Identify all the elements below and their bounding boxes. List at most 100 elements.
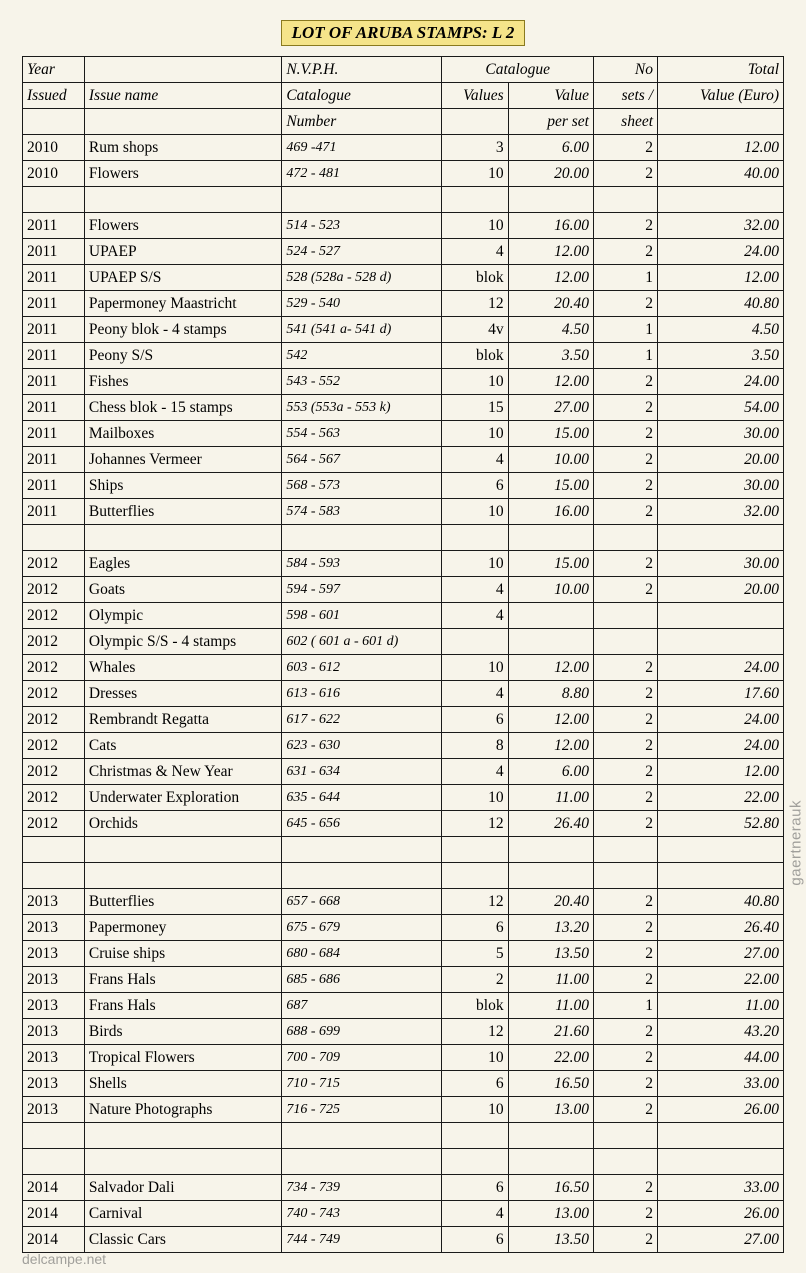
cell-total: 24.00 (658, 733, 784, 759)
cell-blank (84, 187, 281, 213)
table-row: 2011Ships568 - 573615.00230.00 (23, 473, 784, 499)
cell-sets: 2 (593, 499, 657, 525)
table-row: 2012Olympic598 - 6014 (23, 603, 784, 629)
table-row: 2012Orchids645 - 6561226.40252.80 (23, 811, 784, 837)
cell-name: Olympic (84, 603, 281, 629)
cell-name: Butterflies (84, 499, 281, 525)
cell-catalogue: 584 - 593 (282, 551, 442, 577)
cell-name: Rum shops (84, 135, 281, 161)
cell-name: Peony blok - 4 stamps (84, 317, 281, 343)
col-issuename: Issue name (84, 83, 281, 109)
cell-blank (658, 1123, 784, 1149)
cell-year: 2013 (23, 915, 85, 941)
cell-year: 2011 (23, 473, 85, 499)
cell-total: 26.00 (658, 1201, 784, 1227)
cell-values: 6 (442, 1071, 508, 1097)
cell-total: 17.60 (658, 681, 784, 707)
cell-name: Whales (84, 655, 281, 681)
cell-catalogue: 528 (528a - 528 d) (282, 265, 442, 291)
cell-sets: 2 (593, 889, 657, 915)
header-row-3: Numberper setsheet (23, 109, 784, 135)
cell-blank (658, 863, 784, 889)
cell-values: blok (442, 343, 508, 369)
table-row: 2012Christmas & New Year631 - 63446.0021… (23, 759, 784, 785)
cell-values: 10 (442, 1045, 508, 1071)
cell-sets: 2 (593, 161, 657, 187)
cell-blank (442, 525, 508, 551)
cell-name: Underwater Exploration (84, 785, 281, 811)
cell-values: 12 (442, 811, 508, 837)
table-row: 2013Papermoney675 - 679613.20226.40 (23, 915, 784, 941)
cell-name: Nature Photographs (84, 1097, 281, 1123)
cell-year: 2012 (23, 733, 85, 759)
cell-sets: 2 (593, 1175, 657, 1201)
cell-sets: 2 (593, 369, 657, 395)
cell-total: 33.00 (658, 1071, 784, 1097)
cell-value-per-set: 3.50 (508, 343, 593, 369)
cell-year: 2012 (23, 603, 85, 629)
table-row (23, 525, 784, 551)
cell-blank (442, 187, 508, 213)
col-issued: Issued (23, 83, 85, 109)
cell-values: 6 (442, 1175, 508, 1201)
cell-values: 3 (442, 135, 508, 161)
cell-values: 4 (442, 603, 508, 629)
cell-name: Fishes (84, 369, 281, 395)
cell-blank (658, 837, 784, 863)
cell-name: Orchids (84, 811, 281, 837)
table-row: 2013Tropical Flowers700 - 7091022.00244.… (23, 1045, 784, 1071)
cell-catalogue: 675 - 679 (282, 915, 442, 941)
cell-name: Carnival (84, 1201, 281, 1227)
cell-catalogue: 472 - 481 (282, 161, 442, 187)
table-row: 2013Frans Hals685 - 686211.00222.00 (23, 967, 784, 993)
table-row: 2012Cats623 - 630812.00224.00 (23, 733, 784, 759)
cell-sets: 2 (593, 239, 657, 265)
cell-value-per-set: 16.50 (508, 1071, 593, 1097)
cell-blank (508, 525, 593, 551)
cell-value-per-set: 20.40 (508, 291, 593, 317)
cell-total: 4.50 (658, 317, 784, 343)
cell-name: Flowers (84, 161, 281, 187)
cell-values (442, 629, 508, 655)
cell-values: blok (442, 265, 508, 291)
cell-name: Frans Hals (84, 967, 281, 993)
cell-year: 2013 (23, 993, 85, 1019)
cell-values: blok (442, 993, 508, 1019)
cell-values: 10 (442, 421, 508, 447)
cell-name: Johannes Vermeer (84, 447, 281, 473)
cell-total: 24.00 (658, 707, 784, 733)
cell-values: 4 (442, 239, 508, 265)
cell-catalogue: 613 - 616 (282, 681, 442, 707)
cell-sets: 2 (593, 447, 657, 473)
cell-year: 2014 (23, 1201, 85, 1227)
cell-values: 10 (442, 1097, 508, 1123)
cell-year: 2012 (23, 551, 85, 577)
c (23, 109, 85, 135)
cell-value-per-set: 16.50 (508, 1175, 593, 1201)
cell-value-per-set: 15.00 (508, 473, 593, 499)
cell-catalogue: 657 - 668 (282, 889, 442, 915)
cell-year: 2012 (23, 811, 85, 837)
cell-catalogue: 543 - 552 (282, 369, 442, 395)
cell-catalogue: 700 - 709 (282, 1045, 442, 1071)
cell-values: 10 (442, 369, 508, 395)
table-row: 2011Peony blok - 4 stamps541 (541 a- 541… (23, 317, 784, 343)
cell-blank (282, 525, 442, 551)
cell-blank (442, 837, 508, 863)
cell-catalogue: 617 - 622 (282, 707, 442, 733)
cell-catalogue: 553 (553a - 553 k) (282, 395, 442, 421)
cell-name: Cats (84, 733, 281, 759)
cell-sets: 1 (593, 993, 657, 1019)
cell-year: 2013 (23, 1097, 85, 1123)
cell-value-per-set: 16.00 (508, 213, 593, 239)
cell-value-per-set: 20.00 (508, 161, 593, 187)
cell-value-per-set: 11.00 (508, 785, 593, 811)
cell-sets: 2 (593, 707, 657, 733)
cell-values: 12 (442, 1019, 508, 1045)
cell-values: 8 (442, 733, 508, 759)
cell-blank (84, 1123, 281, 1149)
cell-year: 2011 (23, 343, 85, 369)
cell-catalogue: 524 - 527 (282, 239, 442, 265)
cell-sets: 2 (593, 577, 657, 603)
table-row: 2011Johannes Vermeer564 - 567410.00220.0… (23, 447, 784, 473)
